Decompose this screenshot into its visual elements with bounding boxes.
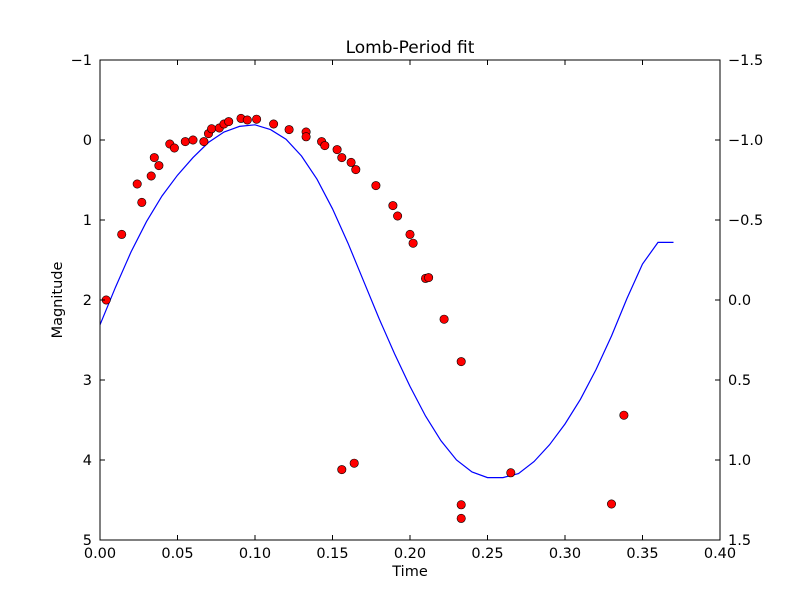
data-point: [188, 135, 198, 145]
y-tick-label-left: 1: [83, 213, 92, 229]
data-point: [456, 513, 466, 523]
data-point: [169, 143, 179, 153]
x-tick-label: 0.20: [394, 546, 426, 562]
data-point: [408, 238, 418, 248]
data-point: [388, 201, 398, 211]
data-point: [332, 145, 342, 155]
data-point: [137, 197, 147, 207]
x-tick-label: 0.40: [704, 546, 736, 562]
y-tick-label-right: 1.0: [728, 453, 751, 469]
data-point: [393, 211, 403, 221]
data-point: [199, 137, 209, 147]
data-point: [180, 137, 190, 147]
data-point: [371, 181, 381, 191]
fit-curve: [99, 124, 674, 479]
data-point: [132, 179, 142, 189]
data-point: [439, 314, 449, 324]
data-point: [242, 115, 252, 125]
y-tick-label-right: 0.5: [728, 373, 751, 389]
data-point: [424, 273, 434, 283]
data-point: [301, 132, 311, 142]
x-tick-label: 0.10: [239, 546, 271, 562]
data-point: [506, 468, 516, 478]
data-point: [619, 410, 629, 420]
data-point: [320, 141, 330, 151]
data-point: [606, 499, 616, 509]
y-tick-label-right: −1.5: [728, 53, 763, 69]
axis-ticks: 0.00 0.05 0.10 0.15 0.20 0.25 0.30 0.35 0.40−101…: [71, 53, 764, 562]
data-point: [405, 229, 415, 239]
data-point: [252, 114, 262, 124]
data-point: [284, 125, 294, 135]
data-point: [351, 165, 361, 175]
plot-area: [99, 113, 674, 523]
x-tick-label: 0.00: [84, 546, 116, 562]
data-point: [146, 171, 156, 181]
y-tick-label-right: 1.5: [728, 533, 751, 549]
y-tick-label-right: −0.5: [728, 213, 763, 229]
data-point: [337, 465, 347, 475]
data-point: [337, 153, 347, 163]
y-tick-label-right: 0.0: [728, 293, 751, 309]
x-tick-label: 0.30: [549, 546, 581, 562]
data-point: [154, 161, 164, 171]
data-point: [349, 458, 359, 468]
x-tick-label: 0.15: [316, 546, 348, 562]
y-tick-label-left: −1: [71, 53, 92, 69]
y-tick-label-left: 5: [83, 533, 92, 549]
x-axis-label: Time: [391, 564, 428, 580]
x-tick-label: 0.25: [471, 546, 503, 562]
y-tick-label-left: 0: [83, 133, 92, 149]
x-tick-label: 0.35: [626, 546, 658, 562]
y-tick-label-left: 3: [83, 373, 92, 389]
y-tick-label-right: −1.0: [728, 133, 763, 149]
chart-title: Lomb-Period fit: [346, 38, 475, 58]
data-point: [456, 357, 466, 367]
data-point: [456, 500, 466, 510]
y-tick-label-left: 2: [83, 293, 92, 309]
x-tick-label: 0.05: [161, 546, 193, 562]
y-tick-label-left: 4: [83, 453, 92, 469]
y-axis-label: Magnitude: [50, 262, 66, 339]
data-point: [149, 153, 159, 163]
data-point: [207, 124, 217, 134]
data-point: [117, 229, 127, 239]
data-point: [269, 119, 279, 129]
data-point: [346, 157, 356, 167]
data-point: [224, 117, 234, 127]
